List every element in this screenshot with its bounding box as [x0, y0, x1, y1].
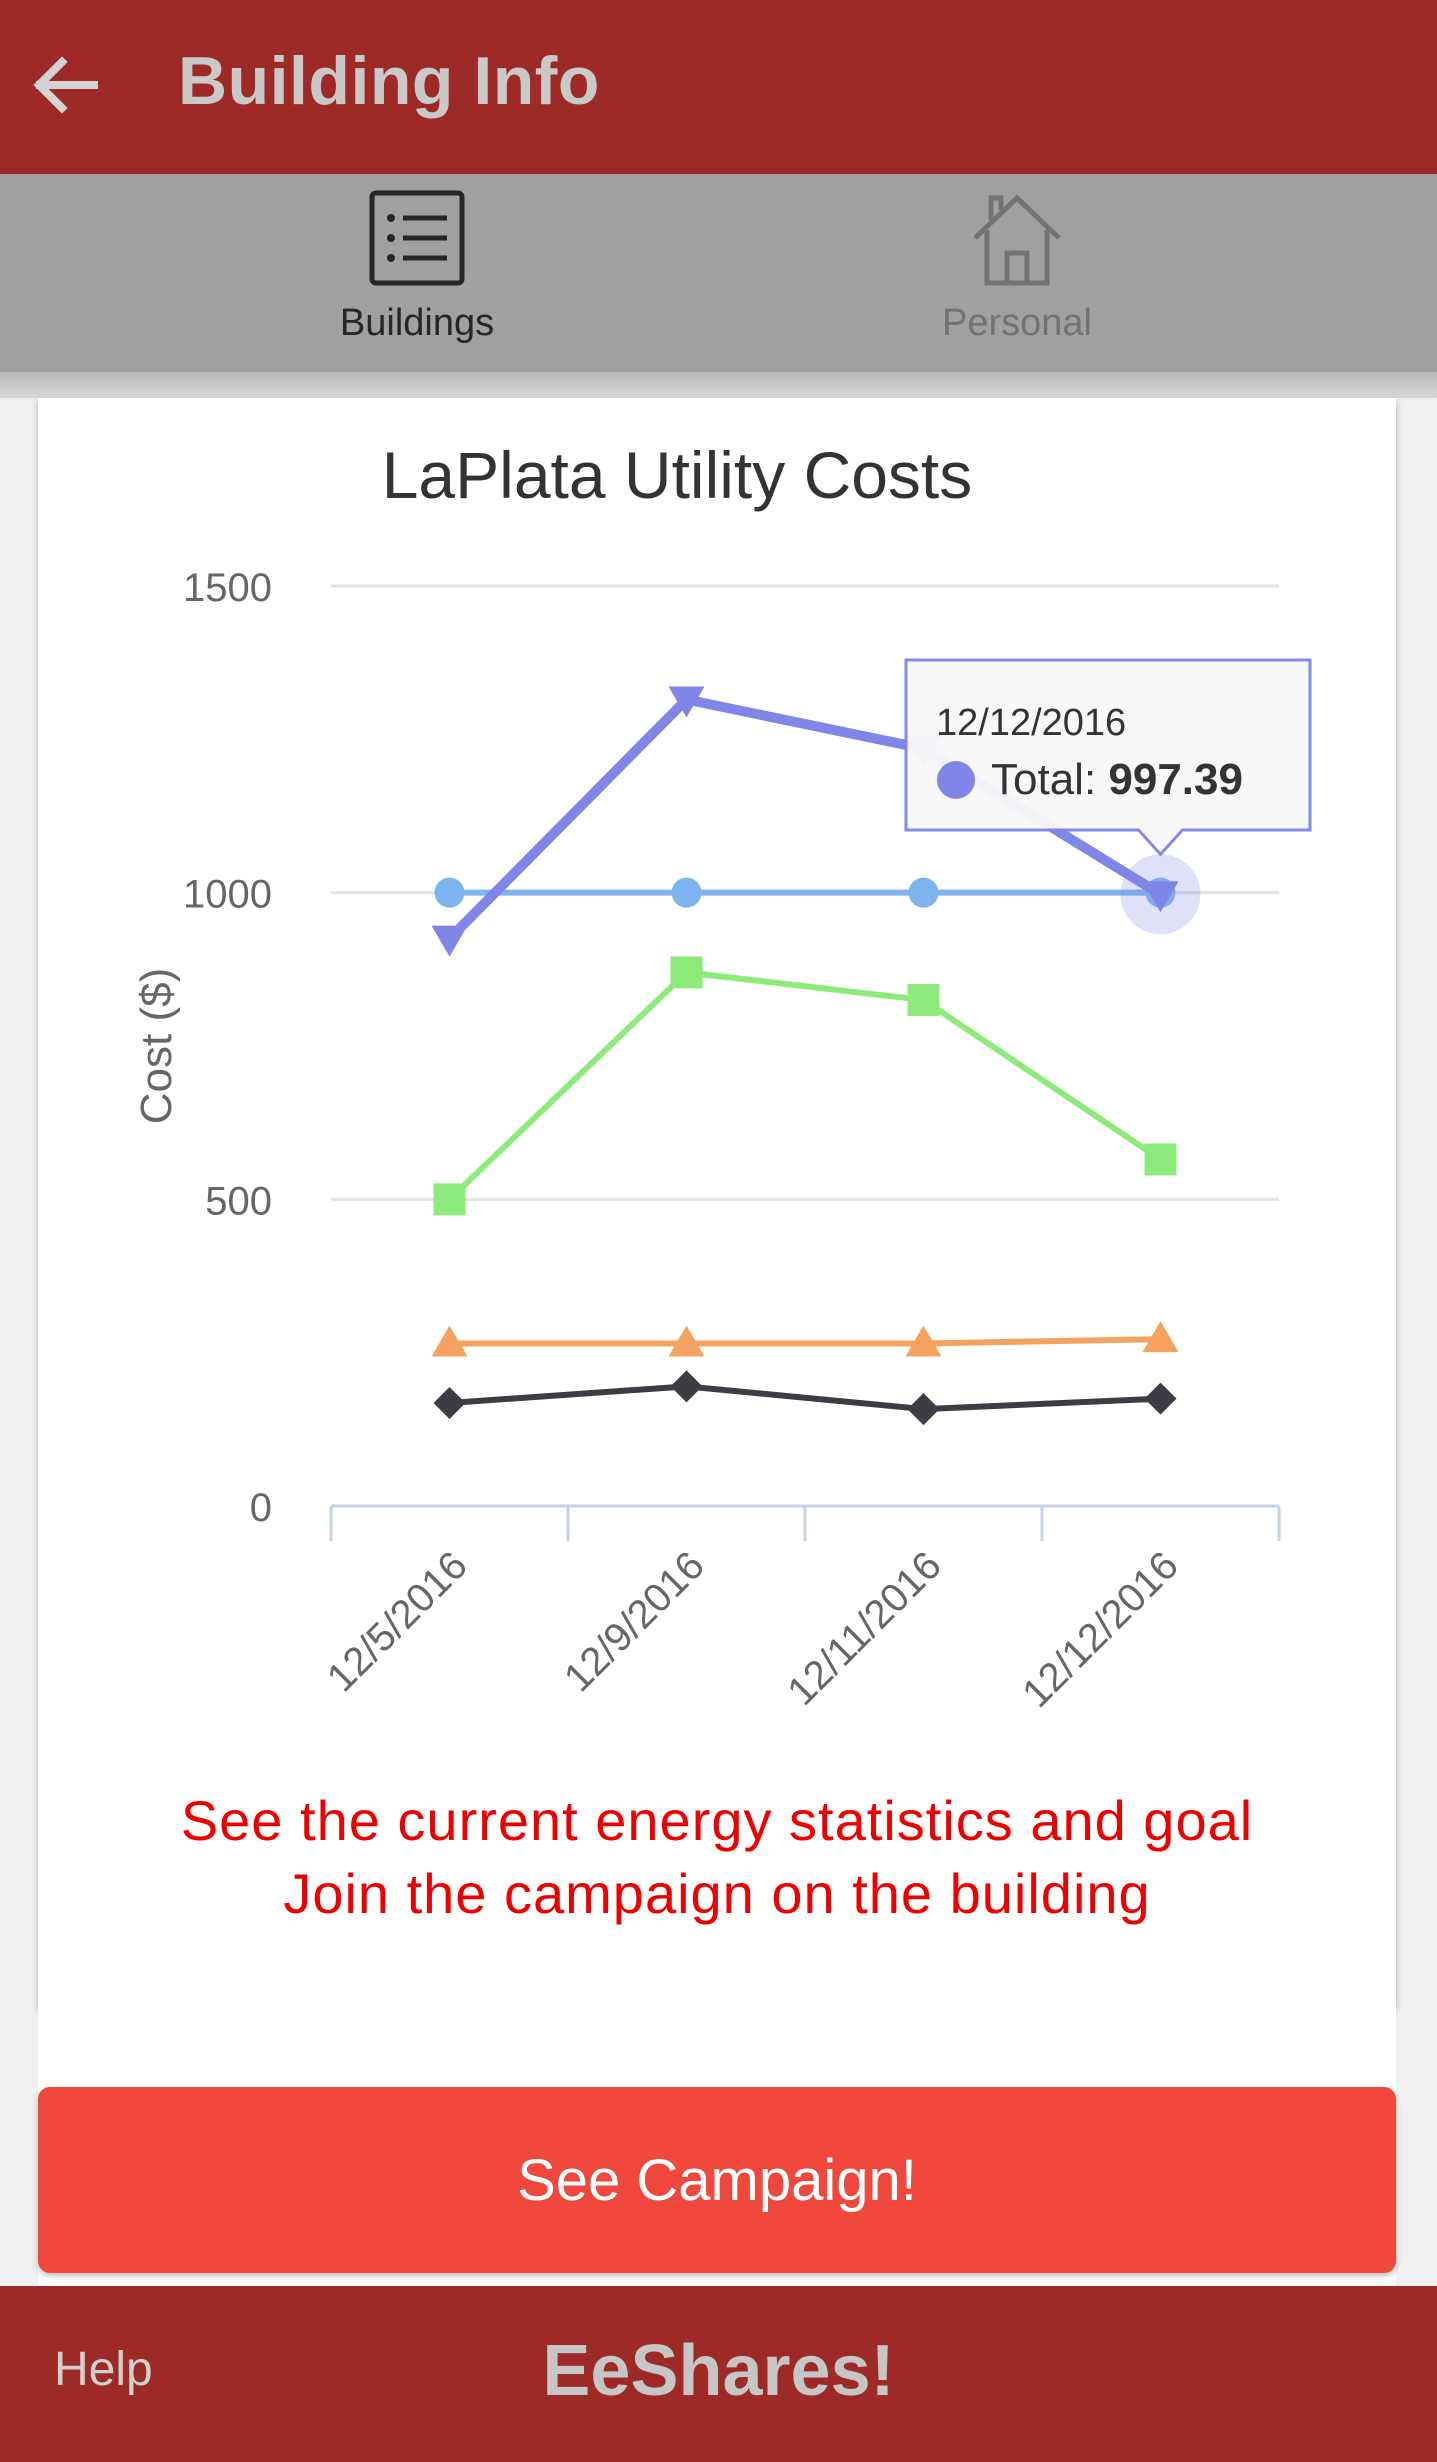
data-point [670, 1370, 703, 1403]
content-area[interactable]: LaPlata Utility Costs Cost ($) 0 500 1000 1… [0, 372, 1437, 2408]
data-point [433, 1386, 466, 1419]
chart-title: LaPlata Utility Costs [382, 438, 973, 512]
series-line-3 [431, 1321, 1179, 1357]
back-button[interactable] [22, 40, 112, 130]
series-line [449, 1336, 1161, 1347]
y-axis-label: Cost ($) [132, 968, 181, 1124]
series-line [449, 1383, 1161, 1413]
data-point [431, 925, 468, 957]
tab-buildings[interactable]: Buildings [117, 174, 717, 372]
series-line [447, 969, 1163, 1202]
data-point [670, 956, 703, 989]
x-tick-label: 12/9/2016 [556, 1543, 713, 1700]
app-bar: Building Info [0, 0, 1437, 174]
data-point [671, 877, 702, 908]
chart-tooltip: 12/12/2016 Total: 997.39 [904, 658, 1312, 857]
x-tick-label: 12/5/2016 [319, 1543, 476, 1700]
tooltip-value: Total: 997.39 [991, 755, 1243, 804]
tab-shadow [0, 372, 1437, 398]
tab-personal[interactable]: Personal [717, 174, 1317, 372]
utility-costs-chart[interactable]: LaPlata Utility Costs Cost ($) 0 500 1000 1… [38, 398, 1396, 1778]
message-line-2: Join the campaign on the building [283, 1862, 1151, 1925]
data-point [433, 1183, 466, 1216]
data-point [668, 686, 705, 718]
data-point [1144, 1382, 1177, 1415]
home-icon [973, 194, 1061, 286]
series-line-2 [433, 956, 1177, 1216]
tooltip-date: 12/12/2016 [936, 702, 1126, 744]
series-line-4 [433, 1370, 1177, 1426]
arrow-left-icon [33, 56, 98, 114]
x-tick-label: 12/12/2016 [1014, 1543, 1187, 1716]
data-point [1144, 1143, 1177, 1176]
tab-buildings-label: Buildings [339, 302, 495, 344]
series-line-1 [434, 877, 1176, 908]
data-point [431, 1325, 468, 1357]
page-title: Building Info [178, 43, 600, 119]
tab-personal-label: Personal [942, 302, 1092, 344]
tooltip-series-dot [937, 761, 975, 799]
data-point [907, 984, 940, 1016]
y-tick-label: 500 [205, 1179, 272, 1223]
data-point [668, 1325, 705, 1357]
y-tick-label: 1000 [183, 873, 272, 917]
data-point [1142, 881, 1179, 913]
chart-card: LaPlata Utility Costs Cost ($) 0 500 1000 1… [38, 398, 1396, 2008]
help-link[interactable]: Help [54, 2343, 153, 2396]
tooltip-box [904, 658, 1312, 857]
data-point [907, 1393, 940, 1426]
data-point [905, 1325, 942, 1357]
footer-bar: Help EeShares! [0, 2286, 1437, 2462]
message-line-1: See the current energy statistics and go… [180, 1789, 1254, 1852]
y-tick-label: 0 [250, 1486, 272, 1530]
x-tick-label: 12/11/2016 [779, 1543, 950, 1714]
y-tick-label: 1500 [183, 566, 272, 610]
brand-name: EeShares! [542, 2331, 895, 2411]
data-point [908, 877, 939, 908]
data-point [434, 877, 465, 908]
list-icon [369, 190, 465, 286]
tab-bar: Buildings Personal [0, 174, 1437, 542]
see-campaign-button[interactable]: See Campaign! [38, 2087, 1396, 2273]
data-point [1142, 1321, 1179, 1353]
